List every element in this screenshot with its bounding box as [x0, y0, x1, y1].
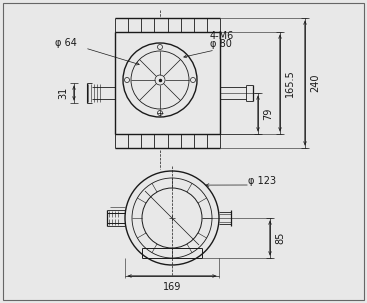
Text: 4-M6: 4-M6: [210, 31, 234, 41]
Text: 165.5: 165.5: [285, 69, 295, 97]
Text: φ 123: φ 123: [248, 176, 276, 186]
Text: 79: 79: [263, 107, 273, 120]
Text: φ 80: φ 80: [210, 39, 232, 49]
Text: 240: 240: [310, 74, 320, 92]
Text: 31: 31: [58, 87, 68, 99]
Text: 169: 169: [163, 282, 181, 292]
Text: 85: 85: [275, 232, 285, 244]
Text: φ 64: φ 64: [55, 38, 77, 48]
